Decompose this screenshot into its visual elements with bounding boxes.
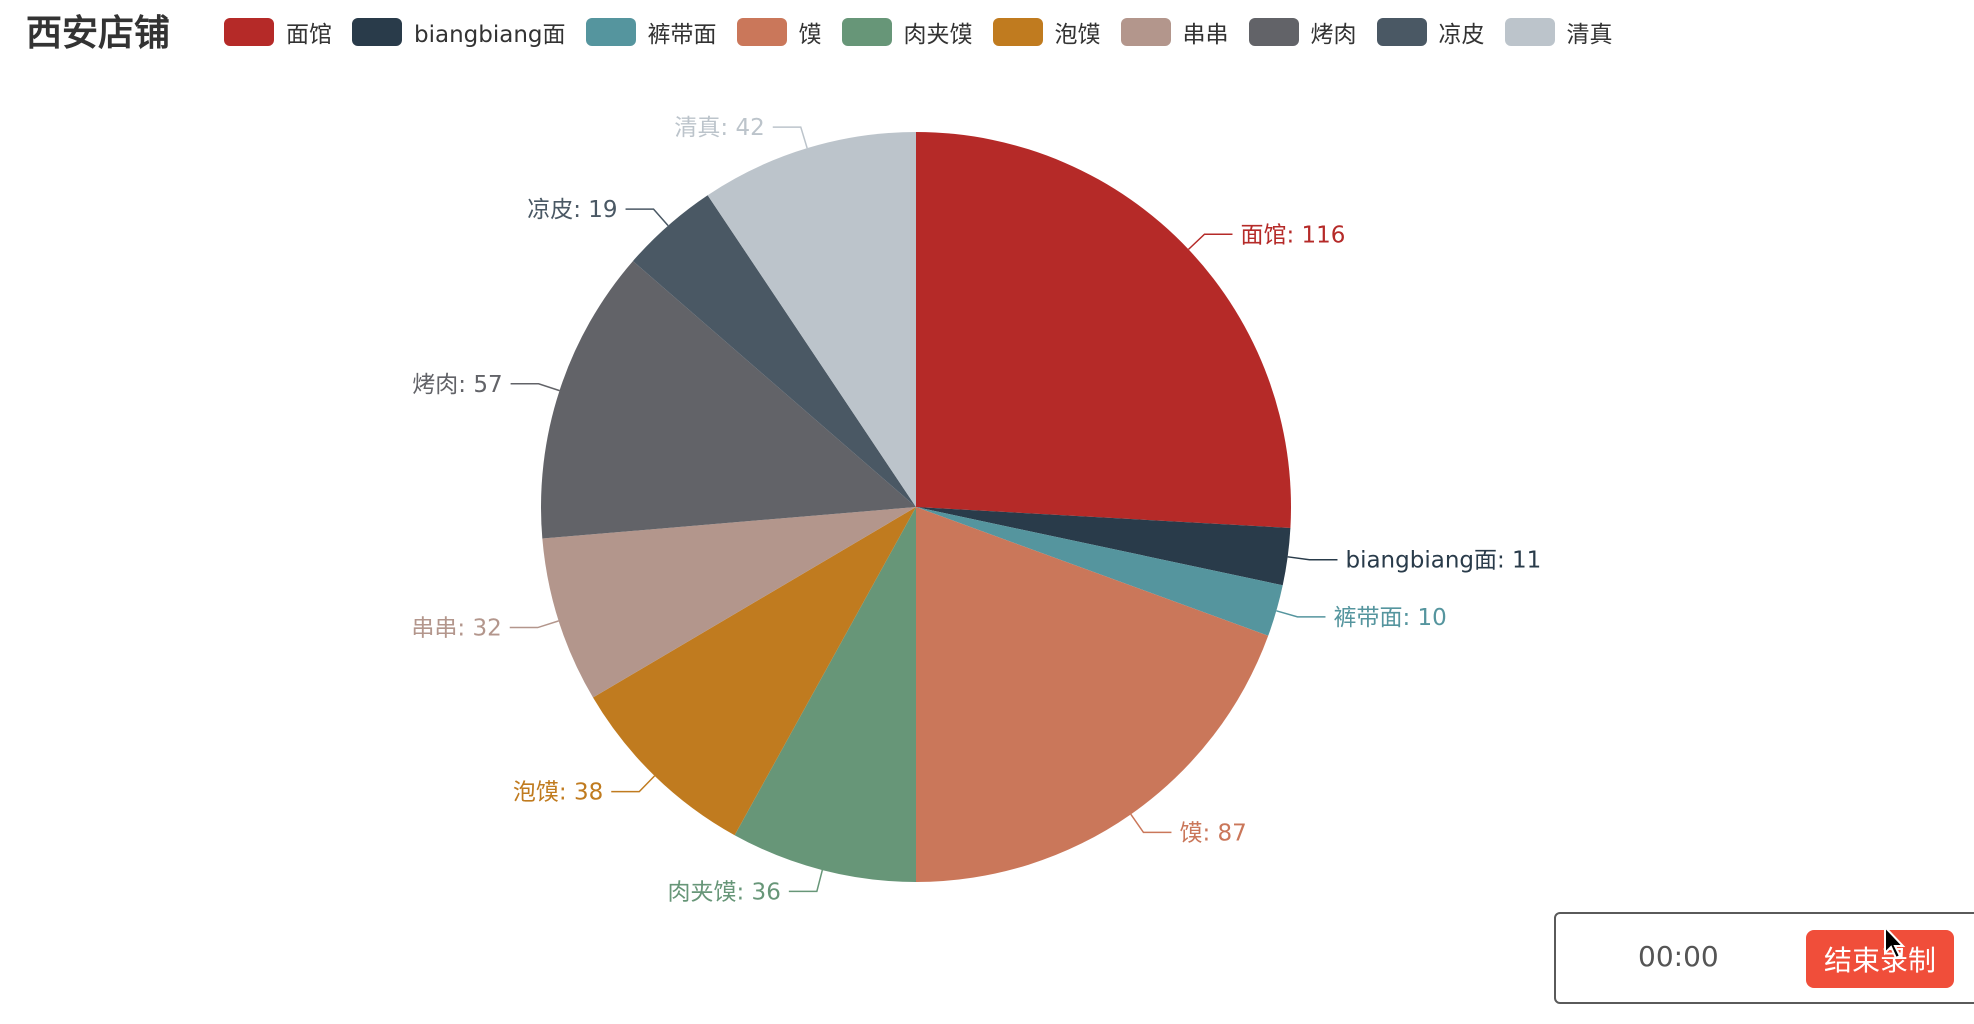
legend-label: 裤带面 xyxy=(647,22,717,48)
label-leader-line xyxy=(788,869,824,893)
legend-swatch xyxy=(1248,18,1299,46)
legend-label: 串串 xyxy=(1182,22,1229,48)
slice-label: 肉夹馍: 36 xyxy=(668,879,781,905)
label-leader-line xyxy=(509,620,559,629)
legend-swatch xyxy=(841,18,892,46)
label-leader-line xyxy=(625,208,669,227)
legend-label: 面馆 xyxy=(286,22,332,48)
pie-slice[interactable] xyxy=(916,507,1269,882)
label-leader-line xyxy=(611,775,656,793)
label-leader-line xyxy=(510,383,560,392)
stop-recording-button[interactable]: 结束录制 xyxy=(1806,930,1954,988)
legend-label: 烤肉 xyxy=(1310,22,1357,48)
pie-slice[interactable] xyxy=(734,507,916,882)
legend-item[interactable]: 泡馍 xyxy=(992,15,1101,49)
mouse-pointer-icon xyxy=(1884,925,1906,960)
legend-label: biangbiang面 xyxy=(414,22,566,48)
pie-slice[interactable] xyxy=(593,507,916,836)
legend-item[interactable]: 串串 xyxy=(1120,15,1229,49)
legend-item[interactable]: 裤带面 xyxy=(585,15,717,49)
recording-panel: 00:00 结束录制 xyxy=(1554,912,1974,1004)
slice-label: 面馆: 116 xyxy=(1240,222,1345,248)
legend-swatch xyxy=(585,18,636,46)
legend-item[interactable]: 清真 xyxy=(1504,15,1613,49)
label-leader-line xyxy=(1130,813,1172,834)
legend-item[interactable]: biangbiang面 xyxy=(352,15,566,49)
legend-label: 泡馍 xyxy=(1054,22,1101,48)
pie-slice[interactable] xyxy=(632,195,916,507)
recording-timer: 00:00 xyxy=(1638,940,1719,973)
label-leader-line xyxy=(1187,233,1233,250)
legend-label: 凉皮 xyxy=(1438,22,1485,48)
pie-slice[interactable] xyxy=(541,261,916,539)
pie-slice[interactable] xyxy=(707,132,916,507)
legend-swatch xyxy=(736,18,787,46)
legend-swatch xyxy=(352,18,402,46)
slice-label: 烤肉: 57 xyxy=(412,372,502,398)
legend-swatch xyxy=(1376,18,1427,46)
legend-swatch xyxy=(224,18,274,46)
pie-slice[interactable] xyxy=(542,507,916,698)
legend-swatch xyxy=(1120,18,1171,46)
chart-title: 西安店铺 xyxy=(26,13,171,54)
legend-label: 清真 xyxy=(1566,22,1613,48)
slice-label: 馍: 87 xyxy=(1179,820,1246,846)
slice-label: 清真: 42 xyxy=(674,115,764,141)
legend: 面馆 biangbiang面 裤带面 馍 肉夹馍 泡馍 串串 烤肉 凉皮 清真 xyxy=(224,14,1613,50)
legend-item[interactable]: 烤肉 xyxy=(1248,15,1357,49)
slice-label: 裤带面: 10 xyxy=(1333,605,1446,631)
label-leader-line xyxy=(1276,610,1326,618)
legend-item[interactable]: 凉皮 xyxy=(1376,15,1485,49)
pie-slice[interactable] xyxy=(916,507,1283,636)
legend-label: 肉夹馍 xyxy=(903,22,973,48)
slice-label: 凉皮: 19 xyxy=(527,197,617,223)
legend-item[interactable]: 馍 xyxy=(736,15,822,49)
legend-label: 馍 xyxy=(798,22,822,48)
slice-label: biangbiang面: 11 xyxy=(1345,548,1541,574)
legend-swatch xyxy=(1504,18,1555,46)
pie-slice[interactable] xyxy=(916,507,1291,586)
legend-item[interactable]: 肉夹馍 xyxy=(841,15,973,49)
label-leader-line xyxy=(1287,556,1338,561)
label-leader-line xyxy=(772,126,808,149)
legend-item[interactable]: 面馆 xyxy=(224,15,332,49)
slice-label: 泡馍: 38 xyxy=(513,780,603,806)
pie-slice[interactable] xyxy=(916,132,1291,529)
slice-label: 串串: 32 xyxy=(411,616,501,642)
legend-swatch xyxy=(992,18,1043,46)
